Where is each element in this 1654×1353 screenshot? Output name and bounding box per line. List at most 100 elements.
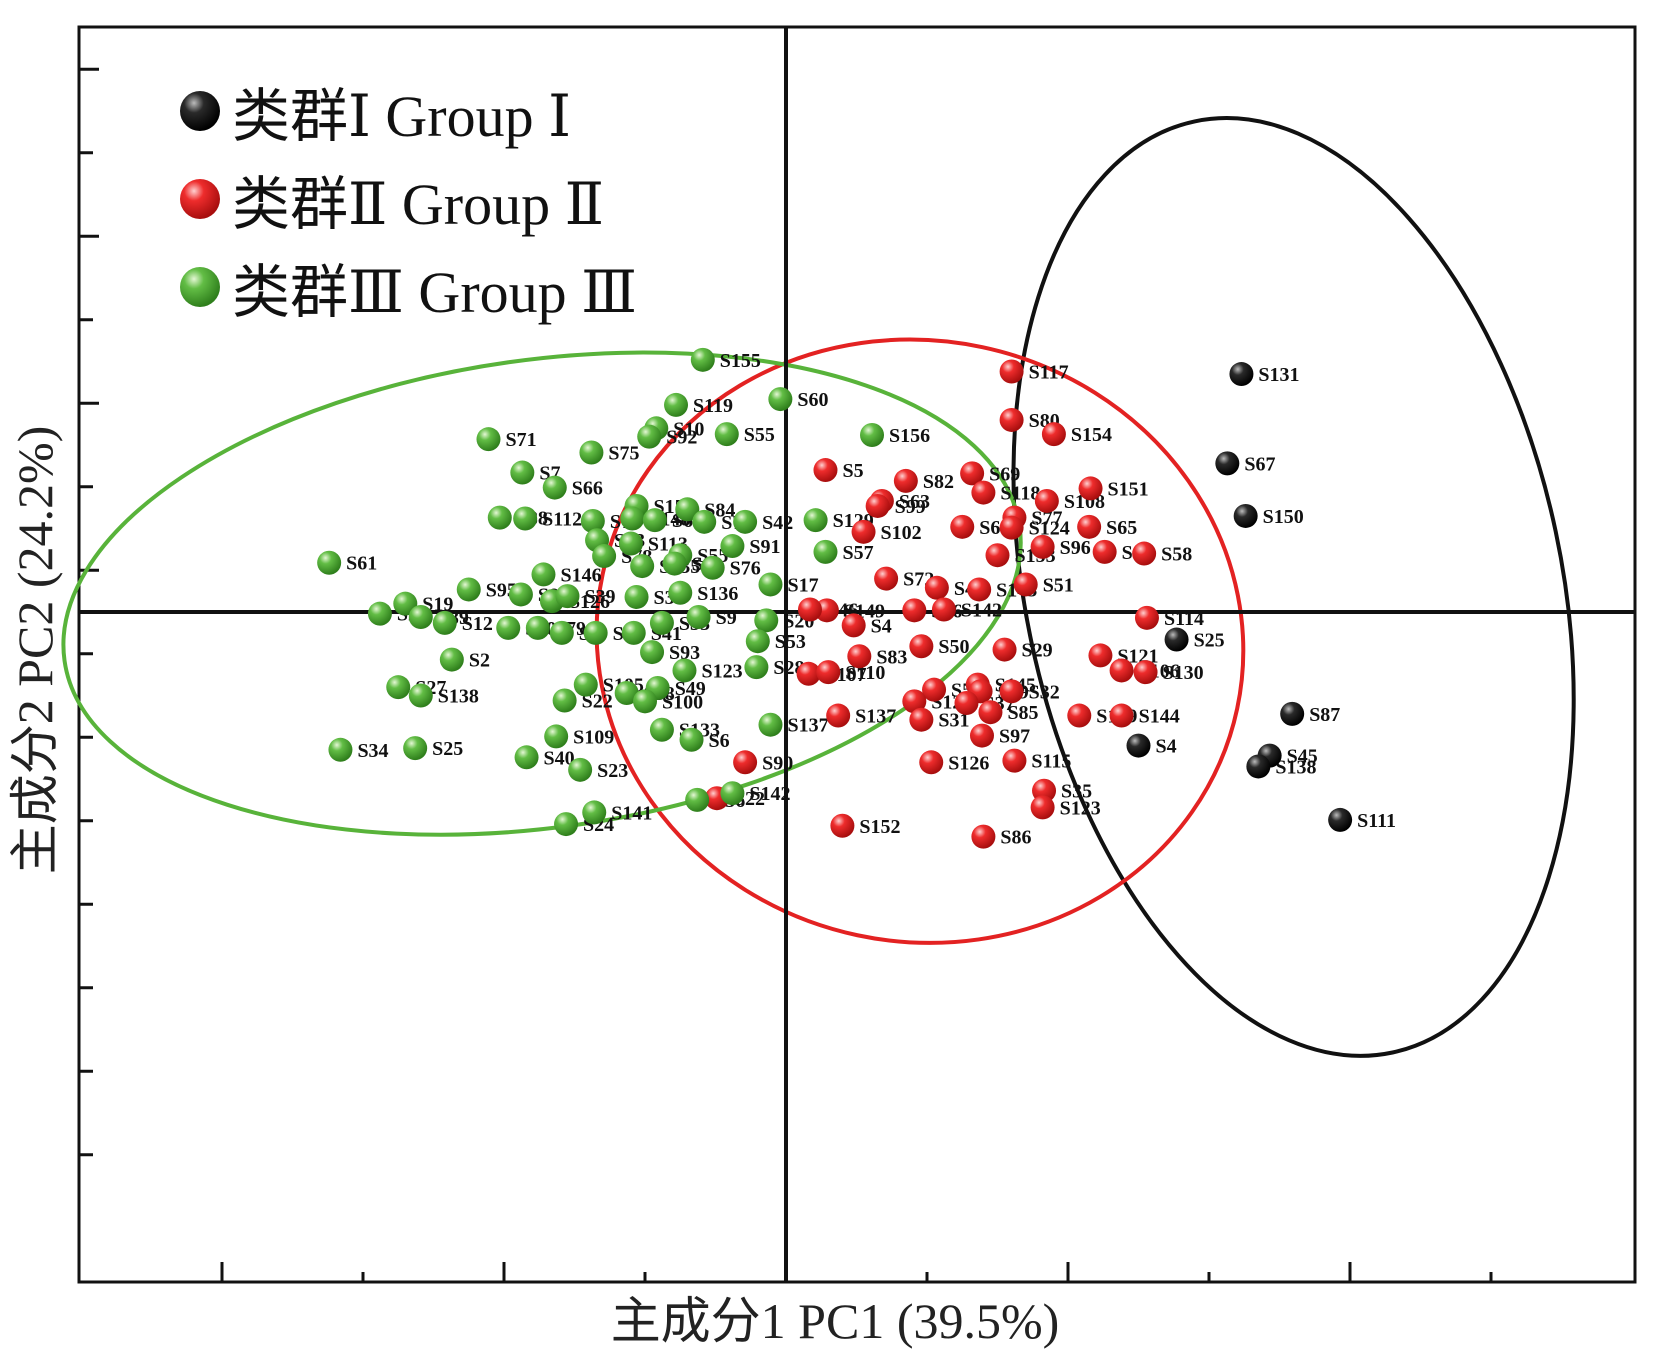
- point-S87: [1280, 701, 1305, 726]
- point-S144: [1109, 703, 1134, 728]
- point-S12: [432, 610, 457, 635]
- point-label-S111: S111: [1357, 810, 1396, 832]
- point-S89: [408, 605, 433, 630]
- point-S126: [919, 750, 944, 775]
- point-S25: [403, 736, 428, 761]
- point-label-S150: S150: [1263, 506, 1304, 528]
- point-S40: [514, 745, 539, 770]
- point-label-S42: S42: [762, 512, 793, 534]
- point-label-S39: S39: [584, 586, 615, 608]
- point-S141: [582, 800, 607, 825]
- point-label-S119: S119: [693, 395, 733, 417]
- point-label-S138: S138: [1275, 756, 1316, 778]
- point-S39: [555, 584, 580, 609]
- point-label-S156: S156: [889, 425, 930, 447]
- point-S102: [851, 519, 876, 544]
- point-label-S71: S71: [505, 429, 536, 451]
- point-label-S31: S31: [938, 710, 969, 732]
- point-S118: [971, 480, 996, 505]
- legend-marker-group-3: [180, 267, 220, 307]
- point-label-S25: S25: [1194, 630, 1225, 652]
- point-S33: [649, 610, 674, 635]
- point-label-S4: S4: [1156, 736, 1177, 758]
- point-label-S82: S82: [923, 471, 954, 493]
- point-label-S142: S142: [961, 599, 1002, 621]
- point-label-S110: S110: [845, 662, 885, 684]
- point-label-S6: S6: [709, 730, 730, 752]
- point-S81: [508, 582, 533, 607]
- point-S67: [1215, 451, 1240, 476]
- point-label-S40: S40: [544, 747, 575, 769]
- point-S68: [950, 514, 975, 539]
- point-S138: [1246, 754, 1271, 779]
- point-S17: [758, 572, 783, 597]
- point-S11: [583, 620, 608, 645]
- point-S84: [675, 497, 700, 522]
- point-S111: [1328, 807, 1353, 832]
- point-S151: [1078, 476, 1103, 501]
- point-label-S90: S90: [762, 752, 793, 774]
- point-label-S25: S25: [432, 738, 463, 760]
- point-label-S23: S23: [597, 760, 628, 782]
- point-S115: [1002, 748, 1027, 773]
- point-S148: [620, 506, 645, 531]
- point-S86: [971, 824, 996, 849]
- point-S153: [985, 543, 1010, 568]
- y-axis-title: 主成分2 PC2 (24.2%): [7, 426, 63, 875]
- point-S137b: [758, 712, 783, 737]
- point-S142b: [720, 781, 745, 806]
- point-S44: [924, 575, 949, 600]
- point-label-S144: S144: [1139, 706, 1180, 728]
- point-S8: [662, 551, 687, 576]
- point-S120: [902, 689, 927, 714]
- point-label-S66: S66: [572, 478, 603, 500]
- point-S150: [1233, 503, 1258, 528]
- point-S6: [679, 727, 704, 752]
- point-S38: [614, 680, 639, 705]
- point-S149: [814, 598, 839, 623]
- point-label-S118: S118: [1000, 483, 1040, 505]
- point-S32: [999, 679, 1024, 704]
- point-label-S32: S32: [1029, 681, 1060, 703]
- point-S73: [692, 509, 717, 534]
- point-S62: [642, 508, 667, 533]
- point-S20: [754, 608, 779, 633]
- point-label-S2: S2: [469, 650, 490, 672]
- point-S19: [393, 591, 418, 616]
- point-S92: [637, 424, 662, 449]
- point-S119: [664, 392, 689, 417]
- point-label-S154: S154: [1071, 424, 1112, 446]
- point-S25: [1164, 627, 1189, 652]
- point-label-S87: S87: [1309, 704, 1340, 726]
- legend-marker-group-1: [180, 91, 220, 131]
- point-label-S67: S67: [1244, 453, 1275, 475]
- point-label-S76: S76: [730, 558, 761, 580]
- point-label-S151: S151: [1108, 478, 1149, 500]
- point-S42: [733, 509, 758, 534]
- point-label-S93: S93: [669, 642, 700, 664]
- point-label-S17: S17: [787, 574, 818, 596]
- point-label-S141: S141: [611, 802, 652, 824]
- point-S146: [531, 562, 556, 587]
- point-label-S155: S155: [720, 350, 761, 372]
- point-label-S123b: S123: [701, 660, 742, 682]
- point-S110: [816, 660, 841, 685]
- point-label-S60: S60: [797, 389, 828, 411]
- point-label-S83: S83: [876, 646, 907, 668]
- point-S55: [714, 422, 739, 447]
- point-S106: [1109, 658, 1134, 683]
- point-label-S51: S51: [1043, 574, 1074, 596]
- point-label-S102: S102: [881, 522, 922, 544]
- point-S133: [649, 717, 674, 742]
- point-label-S58: S58: [1161, 544, 1192, 566]
- point-S52: [922, 677, 947, 702]
- point-S112: [513, 506, 538, 531]
- point-label-S136: S136: [697, 583, 738, 605]
- point-label-S142b: S142: [749, 783, 790, 805]
- point-S154: [1041, 422, 1066, 447]
- point-label-S96: S96: [1060, 537, 1091, 559]
- point-S51: [1013, 572, 1038, 597]
- point-S137: [826, 703, 851, 728]
- point-label-S10: S10: [673, 418, 704, 440]
